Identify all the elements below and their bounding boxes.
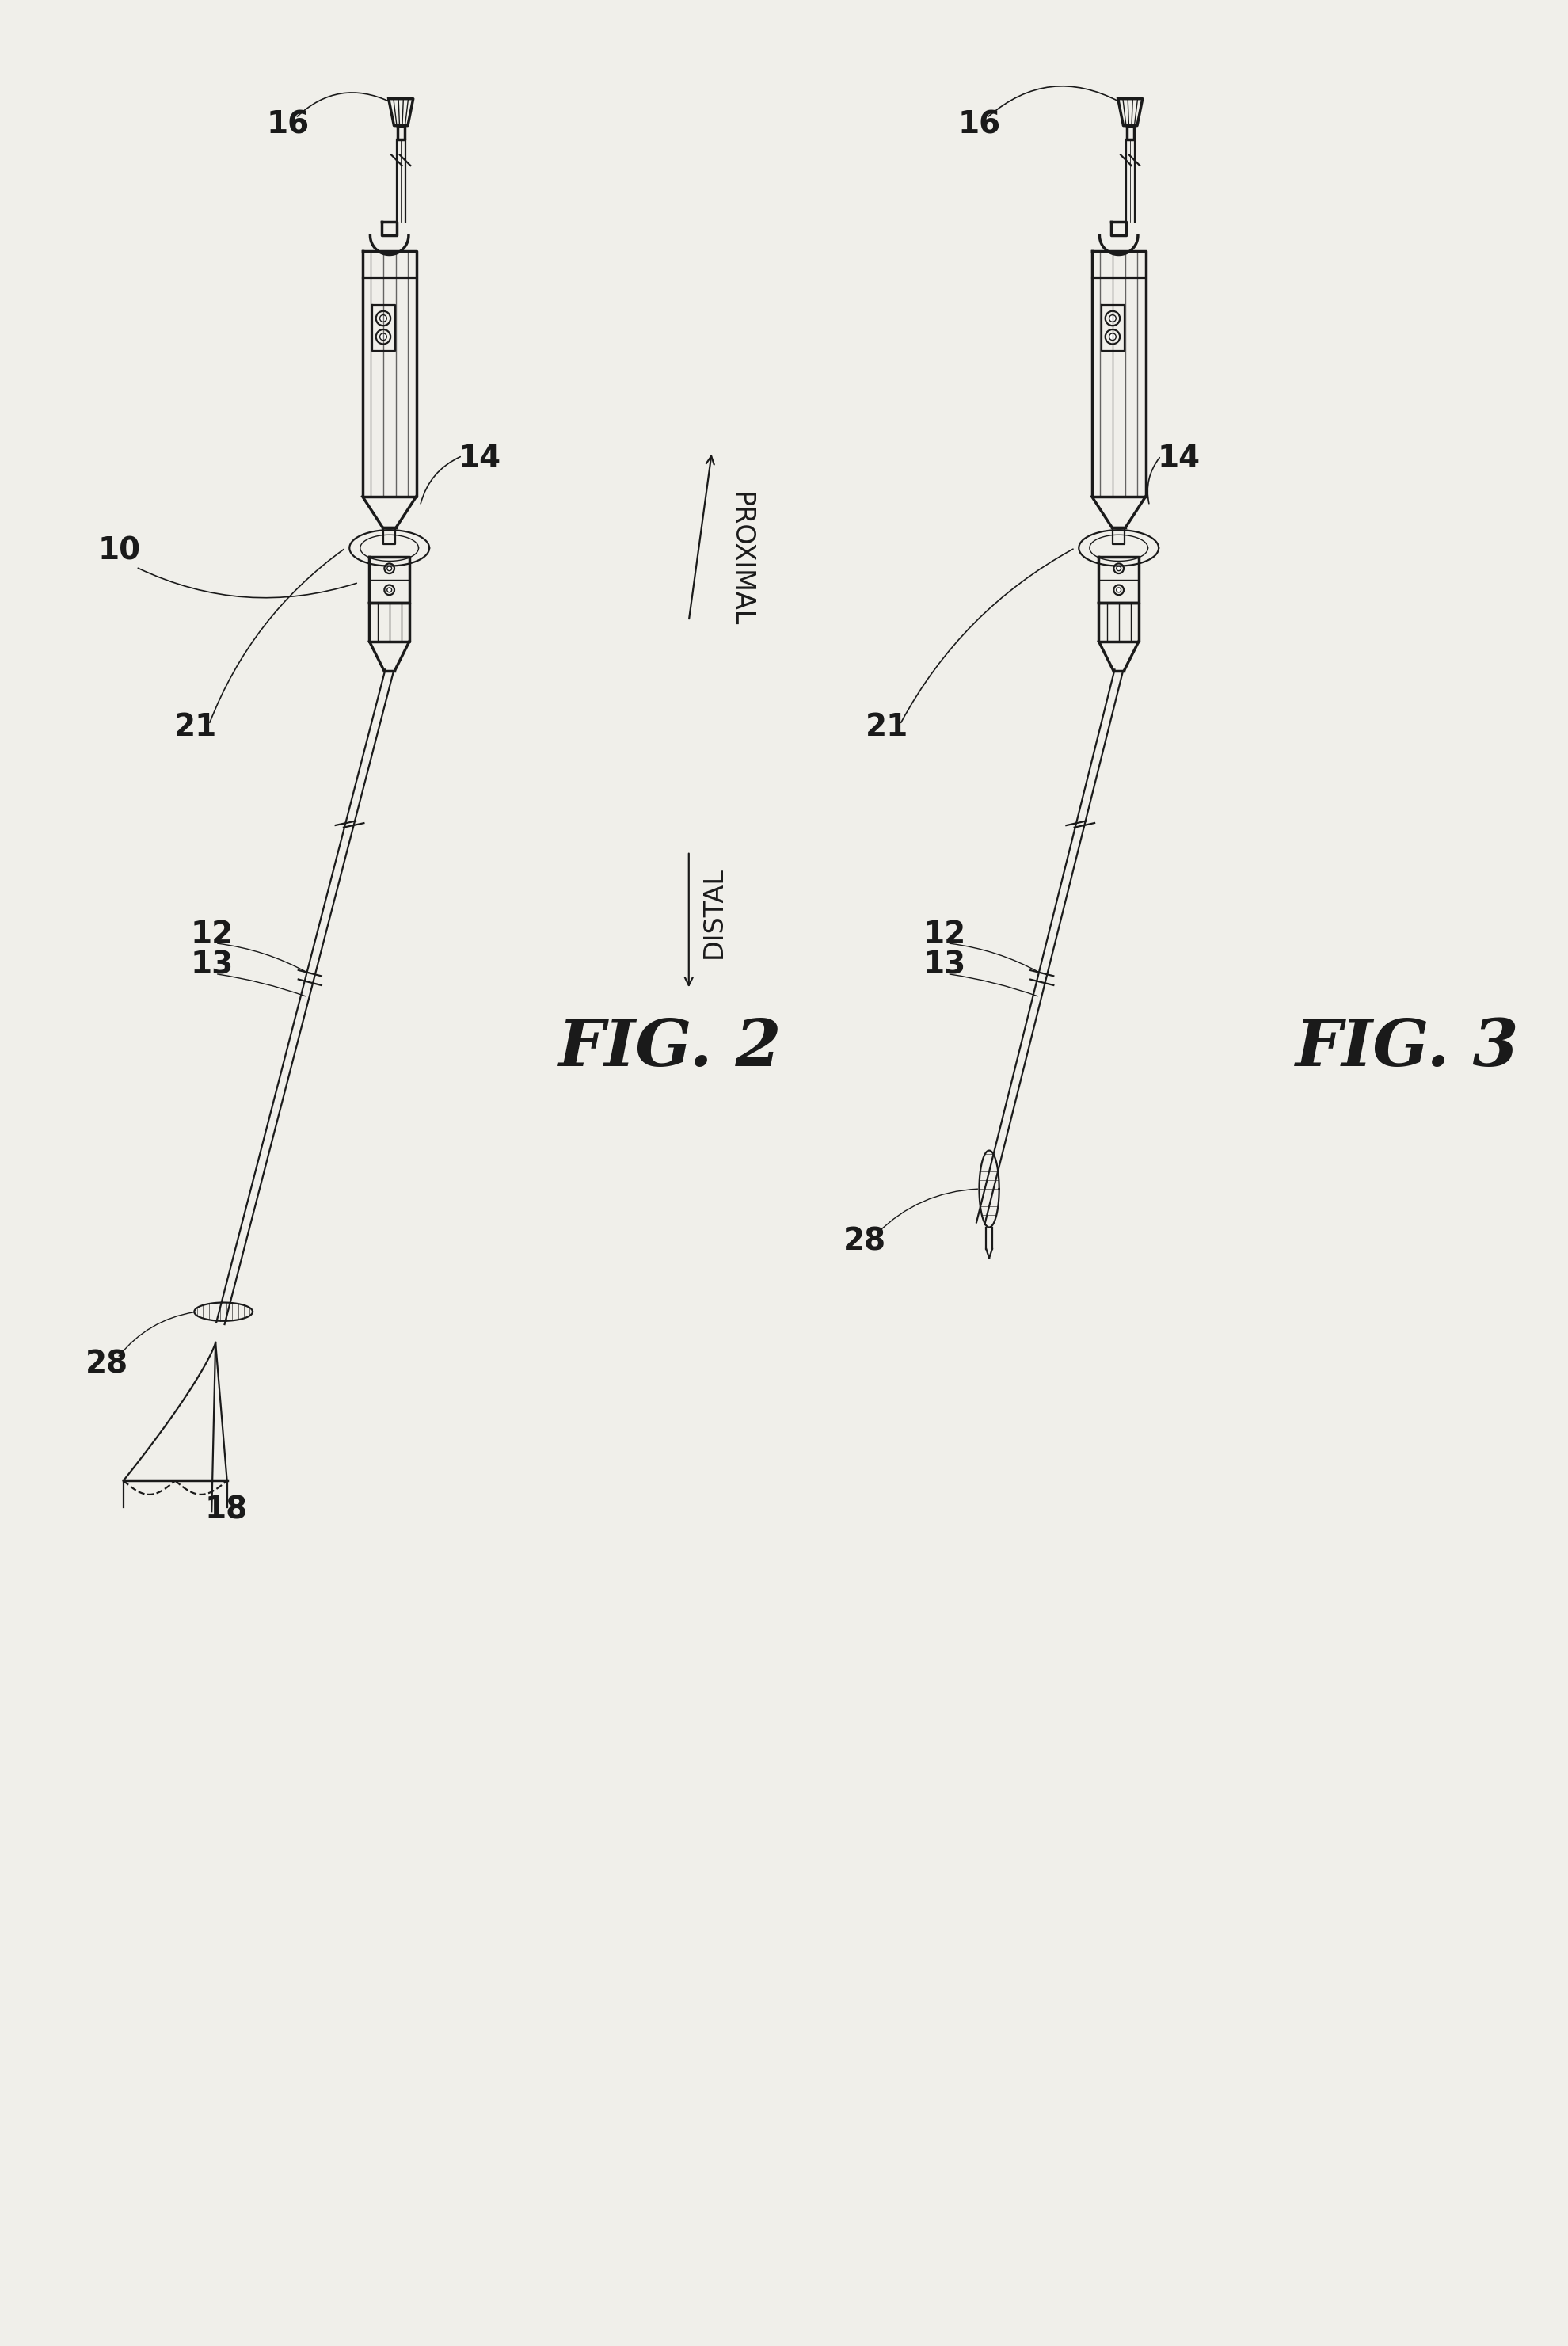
Text: 12: 12 xyxy=(191,920,234,950)
Text: FIG. 3: FIG. 3 xyxy=(1295,1016,1519,1079)
Circle shape xyxy=(1109,314,1116,321)
Circle shape xyxy=(379,333,387,340)
Text: 12: 12 xyxy=(924,920,966,950)
Text: 21: 21 xyxy=(866,713,908,741)
Text: 13: 13 xyxy=(191,950,234,981)
Text: PROXIMAL: PROXIMAL xyxy=(728,493,753,626)
Text: FIG. 2: FIG. 2 xyxy=(558,1016,782,1079)
Circle shape xyxy=(1109,333,1116,340)
Text: 14: 14 xyxy=(1157,443,1200,474)
Circle shape xyxy=(379,314,387,321)
Text: 18: 18 xyxy=(205,1494,248,1525)
Text: 16: 16 xyxy=(958,110,1000,141)
Text: 14: 14 xyxy=(458,443,502,474)
Text: 21: 21 xyxy=(174,713,218,741)
Text: 13: 13 xyxy=(924,950,966,981)
Text: DISTAL: DISTAL xyxy=(701,866,726,960)
Text: 28: 28 xyxy=(85,1349,129,1379)
Text: 16: 16 xyxy=(267,110,309,141)
Circle shape xyxy=(1116,586,1121,591)
Text: 10: 10 xyxy=(97,535,141,565)
Text: 28: 28 xyxy=(844,1227,886,1257)
Circle shape xyxy=(387,586,392,591)
Circle shape xyxy=(387,565,392,570)
Circle shape xyxy=(1116,565,1121,570)
